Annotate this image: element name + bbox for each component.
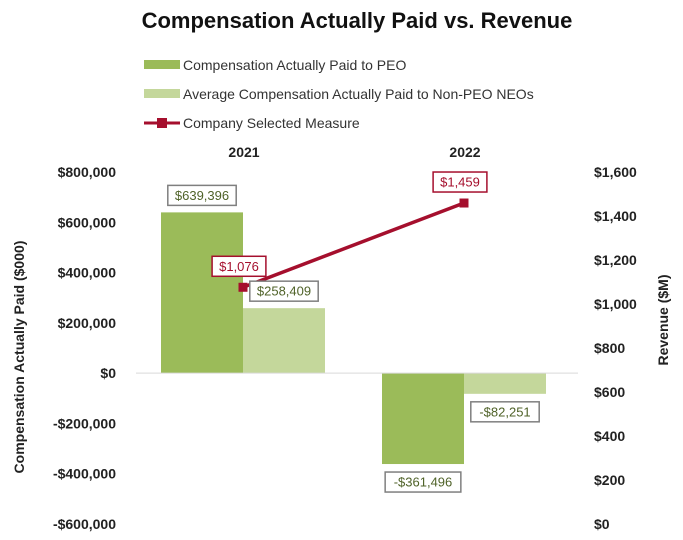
- left-tick-label: -$600,000: [53, 516, 116, 532]
- legend-swatch-non-peo: [144, 89, 180, 98]
- data-label-non-peo-2021-text: $258,409: [257, 284, 311, 299]
- data-label-company-measure-2022-box: [432, 171, 488, 193]
- data-label-non-peo-2022-box: [470, 401, 540, 423]
- company-measure-marker-2021: [238, 282, 248, 292]
- bar-non-peo-2021: [243, 308, 325, 374]
- legend-swatch-peo: [144, 60, 180, 69]
- legend-label-company-measure: Company Selected Measure: [183, 115, 360, 131]
- right-axis-ticks: $1,600 $1,400 $1,200 $1,000 $800 $600 $400 $200…: [594, 164, 637, 532]
- legend-item-company-measure: Company Selected Measure: [144, 115, 360, 131]
- right-tick-label: $0: [594, 516, 610, 532]
- left-tick-label: -$400,000: [53, 466, 116, 482]
- left-tick-label: $0: [100, 365, 116, 381]
- left-tick-label: $400,000: [58, 265, 117, 281]
- bar-peo-2022: [382, 373, 464, 465]
- right-tick-label: $800: [594, 340, 625, 356]
- company-measure-line: [242, 201, 465, 289]
- legend-label-non-peo: Average Compensation Actually Paid to No…: [183, 86, 534, 102]
- data-label-non-peo-2022-text: -$82,251: [479, 404, 530, 419]
- right-tick-label: $1,000: [594, 296, 637, 312]
- bar-non-peo-2022: [464, 373, 546, 394]
- right-tick-label: $1,200: [594, 252, 637, 268]
- data-label-company-measure-2021-text: $1,076: [219, 259, 259, 274]
- company-measure-marker-2022: [459, 198, 469, 208]
- data-label-peo-2022: -$361,496: [384, 471, 462, 493]
- category-labels: 2021 2022: [228, 144, 480, 160]
- bars: [161, 212, 546, 465]
- left-tick-label: $600,000: [58, 214, 117, 230]
- left-tick-label: $200,000: [58, 315, 117, 331]
- data-label-company-measure-2022: $1,459: [432, 171, 488, 193]
- right-tick-label: $400: [594, 428, 625, 444]
- right-tick-label: $600: [594, 384, 625, 400]
- data-label-peo-2021-box: [167, 184, 237, 207]
- data-label-peo-2022-box: [384, 471, 462, 493]
- data-label-company-measure-2022-text: $1,459: [440, 175, 480, 190]
- data-label-peo-2021: $639,396: [167, 184, 237, 207]
- left-tick-label: -$200,000: [53, 415, 116, 431]
- legend-label-peo: Compensation Actually Paid to PEO: [183, 57, 406, 73]
- category-label-2021: 2021: [228, 144, 259, 160]
- bar-peo-2021: [161, 212, 243, 374]
- legend-item-peo: Compensation Actually Paid to PEO: [144, 57, 406, 73]
- legend: Compensation Actually Paid to PEO Averag…: [144, 57, 534, 131]
- legend-marker-company-measure: [157, 118, 167, 128]
- data-label-non-peo-2021: $258,409: [249, 280, 319, 302]
- data-labels: $639,396 -$361,496 $258,409 -$82,251 $1,076 $…: [167, 171, 540, 493]
- right-tick-label: $1,400: [594, 208, 637, 224]
- data-label-peo-2021-text: $639,396: [175, 188, 229, 203]
- right-tick-label: $200: [594, 472, 625, 488]
- left-tick-label: $800,000: [58, 164, 117, 180]
- data-label-non-peo-2022: -$82,251: [470, 401, 540, 423]
- line-series: [238, 198, 469, 292]
- right-axis-title: Revenue ($M): [655, 274, 671, 365]
- right-tick-label: $1,600: [594, 164, 637, 180]
- chart-title: Compensation Actually Paid vs. Revenue: [142, 8, 573, 33]
- data-label-non-peo-2021-box: [249, 280, 319, 302]
- data-label-peo-2022-text: -$361,496: [394, 475, 453, 490]
- data-label-company-measure-2021-box: [211, 255, 267, 278]
- left-axis-ticks: $800,000 $600,000 $400,000 $200,000 $0 -$200,…: [53, 164, 116, 532]
- data-label-company-measure-2021: $1,076: [211, 255, 267, 278]
- legend-item-non-peo: Average Compensation Actually Paid to No…: [144, 86, 534, 102]
- left-axis-title: Compensation Actually Paid ($000): [11, 241, 27, 474]
- category-label-2022: 2022: [449, 144, 480, 160]
